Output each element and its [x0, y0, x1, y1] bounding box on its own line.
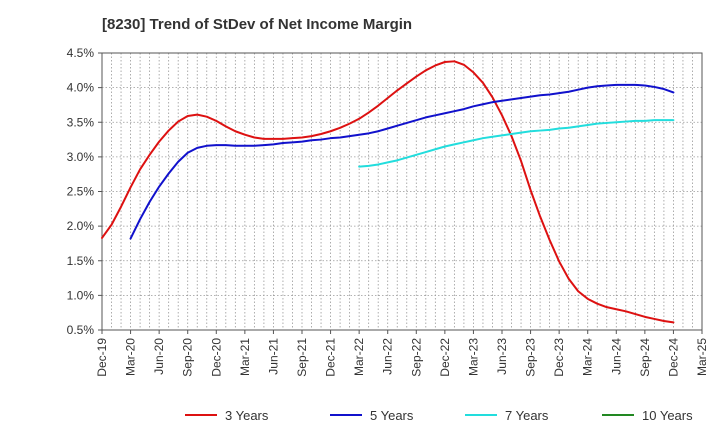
x-tick-label: Dec-22 — [438, 338, 452, 377]
x-tick-label: Sep-22 — [409, 338, 423, 377]
y-tick-label: 2.0% — [67, 219, 95, 233]
legend-label-10-years: 10 Years — [642, 408, 693, 423]
x-tick-label: Jun-24 — [609, 338, 623, 375]
series-line-5-years — [129, 83, 675, 240]
axes — [98, 52, 703, 334]
x-tick-label: Dec-20 — [209, 338, 223, 377]
y-tick-label: 2.5% — [67, 185, 95, 199]
x-tick-label: Mar-22 — [352, 338, 366, 376]
x-tick-label: Mar-24 — [581, 338, 595, 376]
x-tick-label: Sep-20 — [181, 338, 195, 377]
y-tick-label: 0.5% — [67, 323, 95, 337]
y-tick-label: 1.0% — [67, 288, 95, 302]
x-tick-label: Jun-21 — [266, 338, 280, 375]
x-tick-label: Sep-23 — [524, 338, 538, 377]
series-line-7-years — [358, 119, 675, 168]
x-tick-label: Sep-21 — [295, 338, 309, 377]
x-tick-label: Mar-25 — [695, 338, 709, 376]
chart-title: [8230] Trend of StDev of Net Income Marg… — [102, 16, 412, 33]
x-tick-label: Mar-21 — [238, 338, 252, 376]
legend-label-7-years: 7 Years — [505, 408, 549, 423]
y-tick-label: 1.5% — [67, 254, 95, 268]
x-tick-label: Sep-24 — [638, 338, 652, 377]
series-lines — [101, 60, 675, 324]
x-tick-label: Dec-21 — [324, 338, 338, 377]
legend: 3 Years 5 Years 7 Years 10 Years — [185, 408, 693, 423]
series-line-3-years — [101, 60, 675, 324]
grid-lines — [101, 52, 703, 331]
y-tick-label: 3.5% — [67, 115, 95, 129]
legend-label-5-years: 5 Years — [370, 408, 414, 423]
x-tick-label: Jun-20 — [152, 338, 166, 375]
x-tick-label: Mar-20 — [124, 338, 138, 376]
y-tick-label: 4.0% — [67, 81, 95, 95]
x-tick-labels: Dec-19 Mar-20 Jun-20 Sep-20 Dec-20 Mar-21 Jun-… — [95, 338, 709, 377]
legend-label-3-years: 3 Years — [225, 408, 269, 423]
y-tick-labels: 0.5% 1.0% 1.5% 2.0% 2.5% 3.0% 3.5% 4.0% 4.5% — [67, 46, 95, 337]
y-tick-label: 3.0% — [67, 150, 95, 164]
y-tick-label: 4.5% — [67, 46, 95, 60]
x-tick-label: Dec-19 — [95, 338, 109, 377]
x-tick-label: Mar-23 — [466, 338, 480, 376]
x-tick-label: Jun-22 — [381, 338, 395, 375]
x-tick-label: Dec-23 — [552, 338, 566, 377]
plot-area — [102, 53, 702, 330]
x-tick-label: Jun-23 — [495, 338, 509, 375]
x-tick-label: Dec-24 — [666, 338, 680, 377]
